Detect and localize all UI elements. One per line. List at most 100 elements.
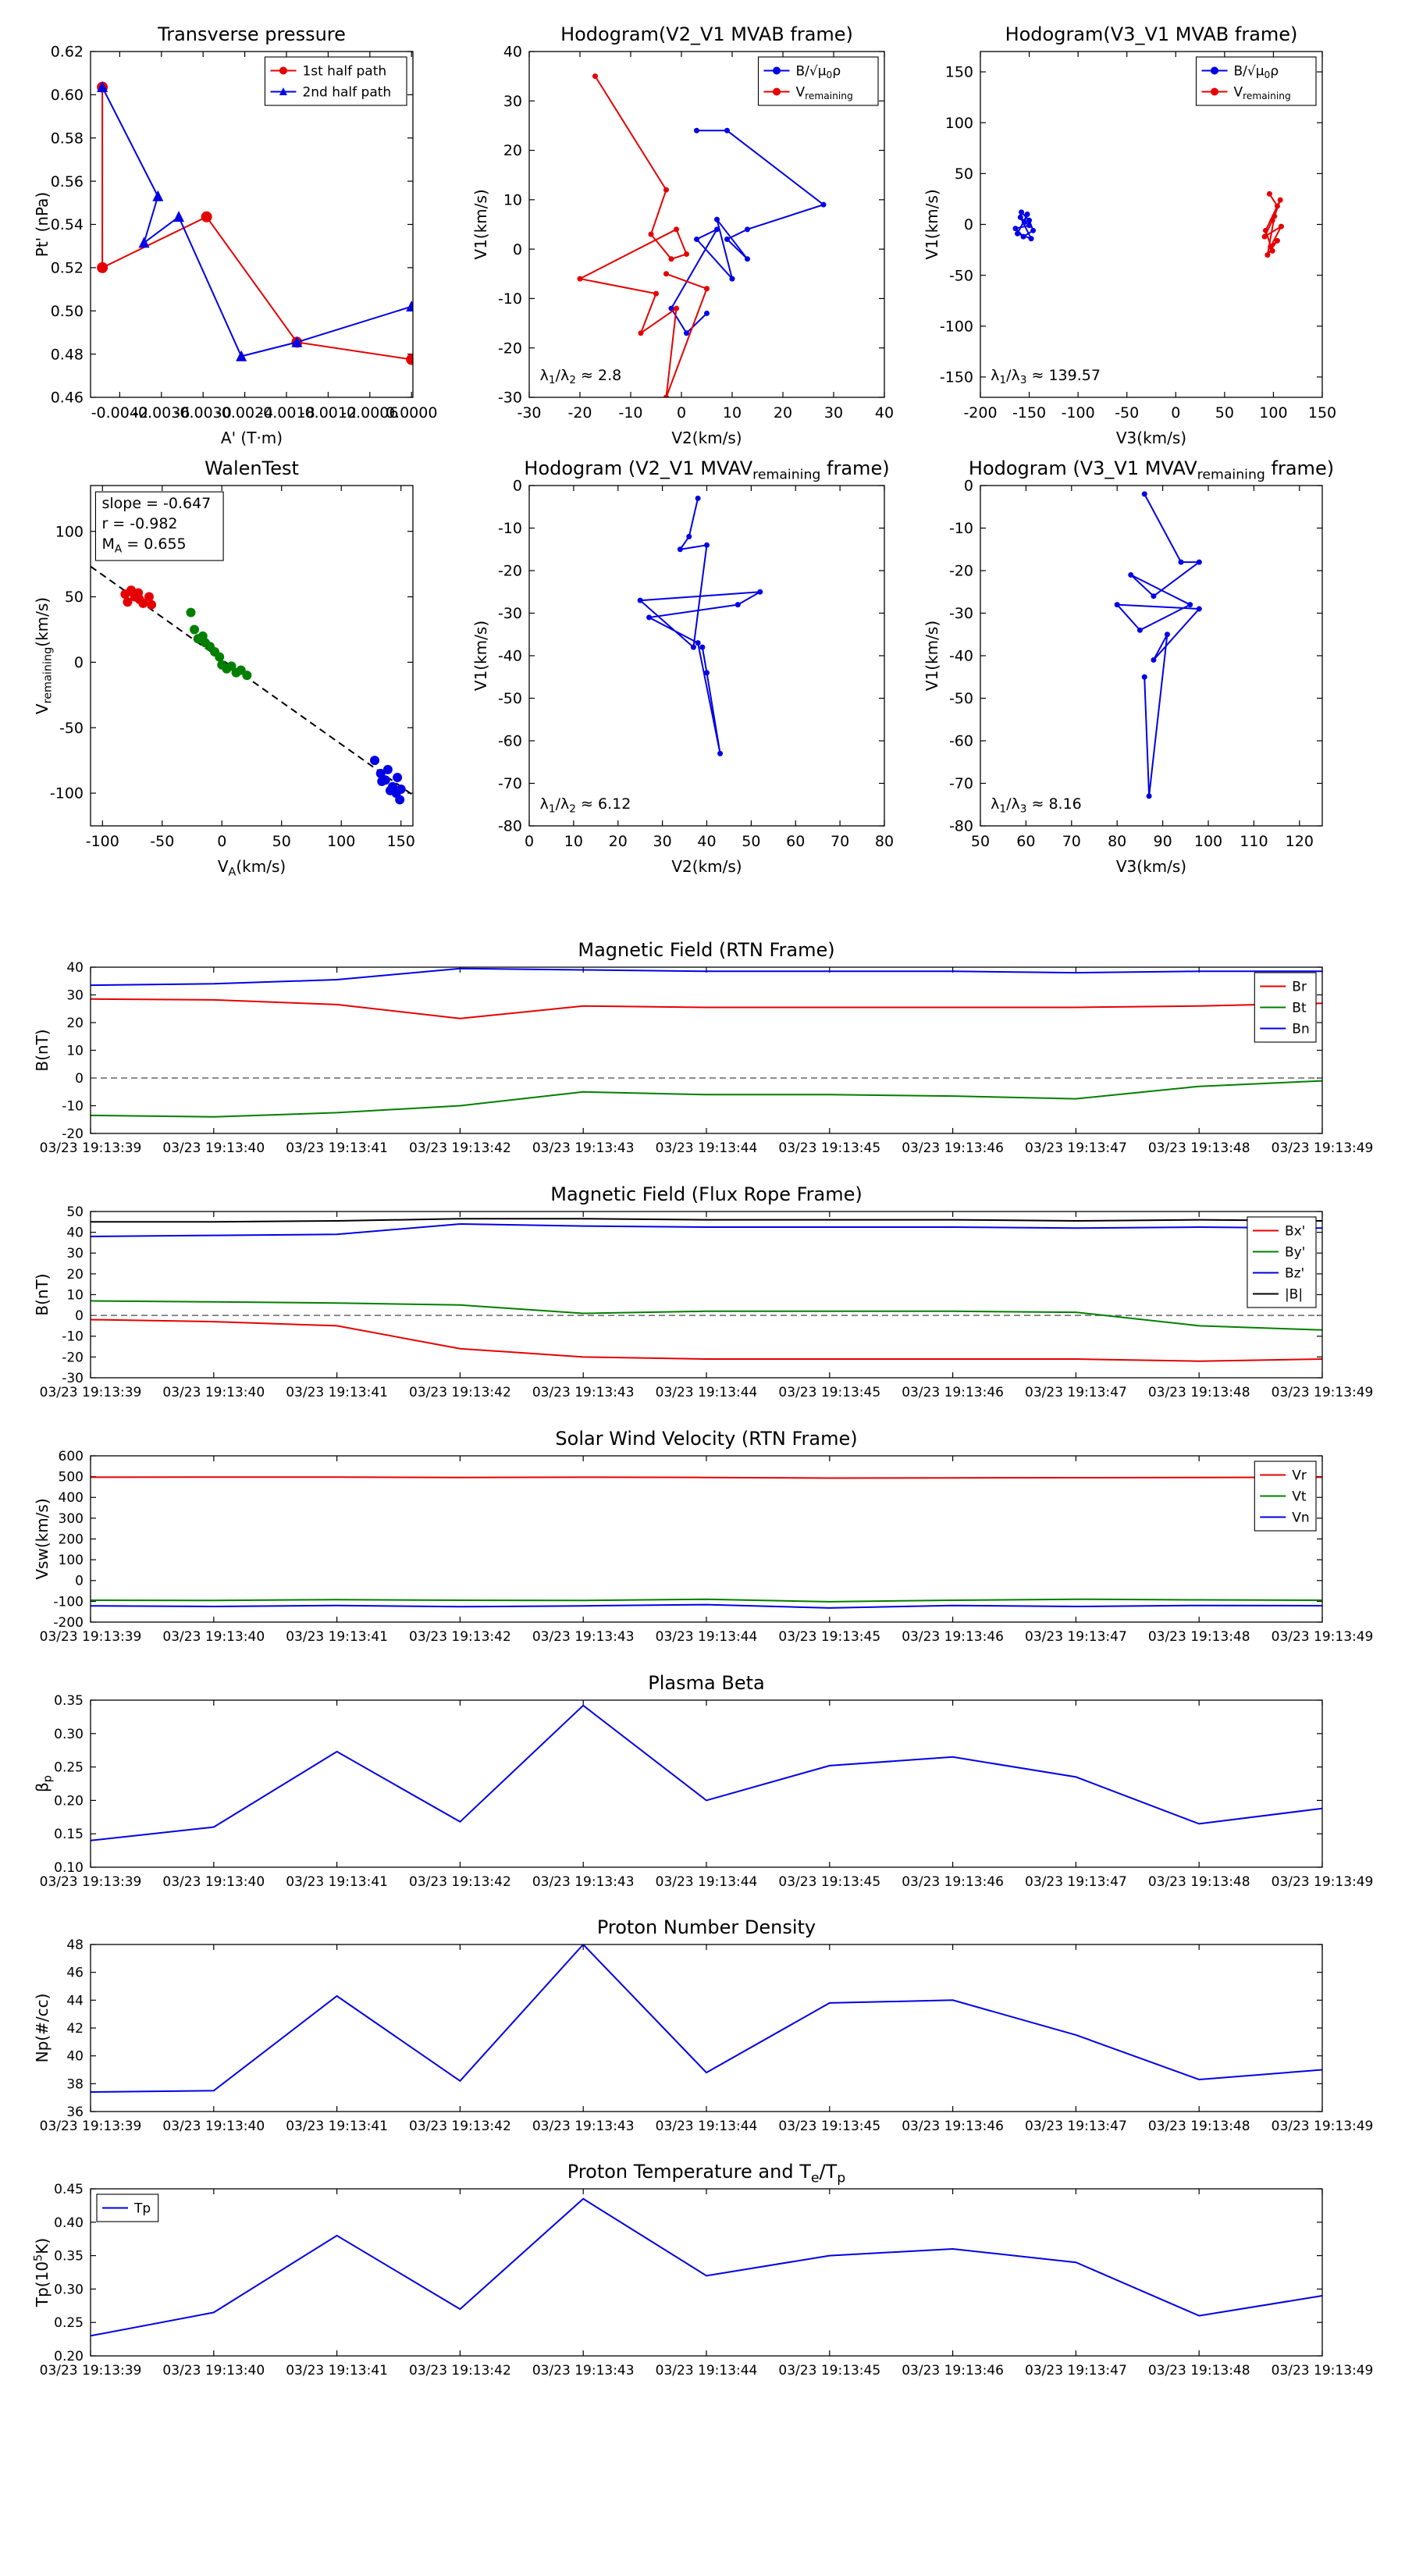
marker	[1136, 627, 1143, 633]
legend-label: B/√μ0ρ	[796, 63, 841, 80]
x-tick-label: 03/23 19:13:43	[532, 2119, 635, 2134]
y-tick-label: -70	[498, 775, 522, 792]
marker	[695, 495, 701, 501]
x-tick-label: 03/23 19:13:40	[162, 1629, 265, 1645]
series-|B|	[91, 1218, 1322, 1223]
x-tick-label: 03/23 19:13:42	[409, 1629, 511, 1645]
x-tick-label: 03/23 19:13:44	[656, 1874, 758, 1890]
solar-wind-velocity-panel: 03/23 19:13:39 03/23 19:13:40 03/23 19:13:…	[32, 1421, 1402, 1661]
x-tick-label: 03/23 19:13:42	[409, 1874, 511, 1890]
x-tick-label: -100	[1062, 404, 1095, 422]
x-tick-label: 110	[1240, 833, 1268, 850]
x-tick-label: -0.0030	[175, 404, 232, 422]
marker	[1128, 571, 1134, 578]
magnetic-field-rtn-panel: 03/23 19:13:39 03/23 19:13:40 03/23 19:13:…	[32, 932, 1402, 1172]
x-tick-label: 03/23 19:13:39	[40, 2363, 142, 2379]
y-axis-label: B(nT)	[33, 1029, 52, 1071]
y-tick-label: -20	[498, 340, 522, 357]
chart-svg: 03/23 19:13:39 03/23 19:13:40 03/23 19:13:…	[33, 1183, 1373, 1400]
x-tick-label: 10	[723, 404, 742, 422]
x-tick-label: 10	[564, 833, 583, 850]
y-axis-label: V1(km/s)	[923, 189, 941, 259]
marker	[1274, 237, 1280, 244]
annotation: λ1/λ2 ≈ 2.8	[540, 367, 622, 386]
x-tick-label: 03/23 19:13:42	[409, 1385, 511, 1400]
marker	[745, 256, 750, 262]
y-axis-label: Np(#/cc)	[33, 1994, 52, 2063]
y-tick-label: -30	[498, 605, 522, 622]
marker	[1262, 227, 1268, 233]
marker	[704, 670, 710, 676]
marker	[1019, 209, 1025, 215]
y-tick-label: 0	[513, 241, 522, 258]
x-tick-label: -50	[150, 833, 174, 850]
chart-svg: -200 -150 -100 -50 0 50 100 150 -150 -100 -50 0 50 10…	[923, 23, 1336, 447]
x-tick-label: -150	[1012, 404, 1046, 422]
x-tick-label: -0.0024	[216, 404, 273, 422]
chart-svg: 03/23 19:13:39 03/23 19:13:40 03/23 19:13:…	[33, 1672, 1373, 1890]
y-tick-label: -50	[59, 720, 84, 737]
x-tick-label: 03/23 19:13:49	[1272, 2119, 1374, 2134]
marker	[1196, 559, 1202, 565]
x-tick-label: 03/23 19:13:41	[286, 2363, 388, 2379]
y-tick-label: -100	[53, 1594, 84, 1610]
y-tick-label: 20	[66, 1267, 84, 1283]
y-tick-label: 500	[59, 1470, 84, 1485]
marker	[690, 644, 696, 650]
marker	[138, 598, 148, 608]
y-tick-label: -50	[949, 690, 973, 707]
y-tick-label: 40	[503, 44, 522, 61]
legend-label: Vn	[1292, 1510, 1309, 1525]
chart-title: Hodogram(V3_V1 MVAB frame)	[1005, 23, 1298, 45]
x-tick-label: 03/23 19:13:40	[162, 1874, 265, 1890]
x-tick-label: 03/23 19:13:43	[532, 1385, 635, 1400]
chart-title: Hodogram (V3_V1 MVAVremaining frame)	[969, 457, 1334, 482]
y-tick-label: 0	[964, 216, 973, 233]
x-tick-label: 40	[875, 404, 894, 422]
y-tick-label: 20	[503, 142, 522, 159]
x-axis-label: VA(km/s)	[218, 857, 286, 878]
marker	[724, 236, 730, 242]
x-tick-label: 60	[1016, 833, 1035, 850]
x-tick-label: 03/23 19:13:39	[40, 1874, 142, 1890]
legend-label: B/√μ0ρ	[1234, 63, 1279, 80]
marker	[173, 211, 185, 222]
x-axis-label: V3(km/s)	[1116, 857, 1186, 876]
y-tick-label: 40	[66, 1226, 84, 1241]
marker	[393, 772, 403, 782]
y-tick-label: 50	[65, 589, 84, 606]
x-tick-label: 03/23 19:13:47	[1025, 1385, 1127, 1400]
x-tick-label: 03/23 19:13:46	[902, 1140, 1004, 1156]
marker	[375, 768, 386, 778]
marker	[717, 750, 724, 756]
marker	[1278, 223, 1284, 229]
x-axis-label: V2(km/s)	[671, 857, 742, 876]
y-axis-label: V1(km/s)	[923, 621, 941, 691]
y-tick-label: -10	[498, 520, 522, 537]
y-tick-label: 40	[66, 960, 84, 976]
y-tick-label: 100	[59, 1553, 84, 1568]
y-tick-label: -20	[949, 563, 973, 580]
marker	[1030, 227, 1037, 233]
marker	[648, 231, 654, 237]
y-tick-label: 0	[75, 1574, 84, 1589]
marker	[1178, 559, 1184, 565]
x-tick-label: 50	[1215, 404, 1234, 422]
marker	[1017, 214, 1023, 220]
series-Tp	[91, 2197, 1322, 2337]
marker	[1266, 190, 1272, 197]
chart-title: Plasma Beta	[648, 1672, 764, 1694]
x-tick-label: 0	[677, 404, 686, 422]
x-tick-label: -0.0018	[258, 404, 315, 422]
x-tick-label: 03/23 19:13:39	[40, 1140, 142, 1156]
chart-title: Hodogram(V2_V1 MVAB frame)	[560, 23, 853, 45]
legend-label: Vt	[1292, 1489, 1307, 1504]
chart-svg: 03/23 19:13:39 03/23 19:13:40 03/23 19:13:…	[33, 1916, 1374, 2134]
annotation: λ1/λ3 ≈ 139.57	[991, 367, 1101, 386]
x-tick-label: 03/23 19:13:42	[409, 1140, 511, 1156]
chart-title: Proton Number Density	[597, 1916, 816, 1938]
marker	[637, 597, 643, 603]
y-tick-label: 0	[964, 478, 973, 495]
legend-label: 2nd half path	[302, 84, 391, 100]
marker	[406, 301, 413, 312]
